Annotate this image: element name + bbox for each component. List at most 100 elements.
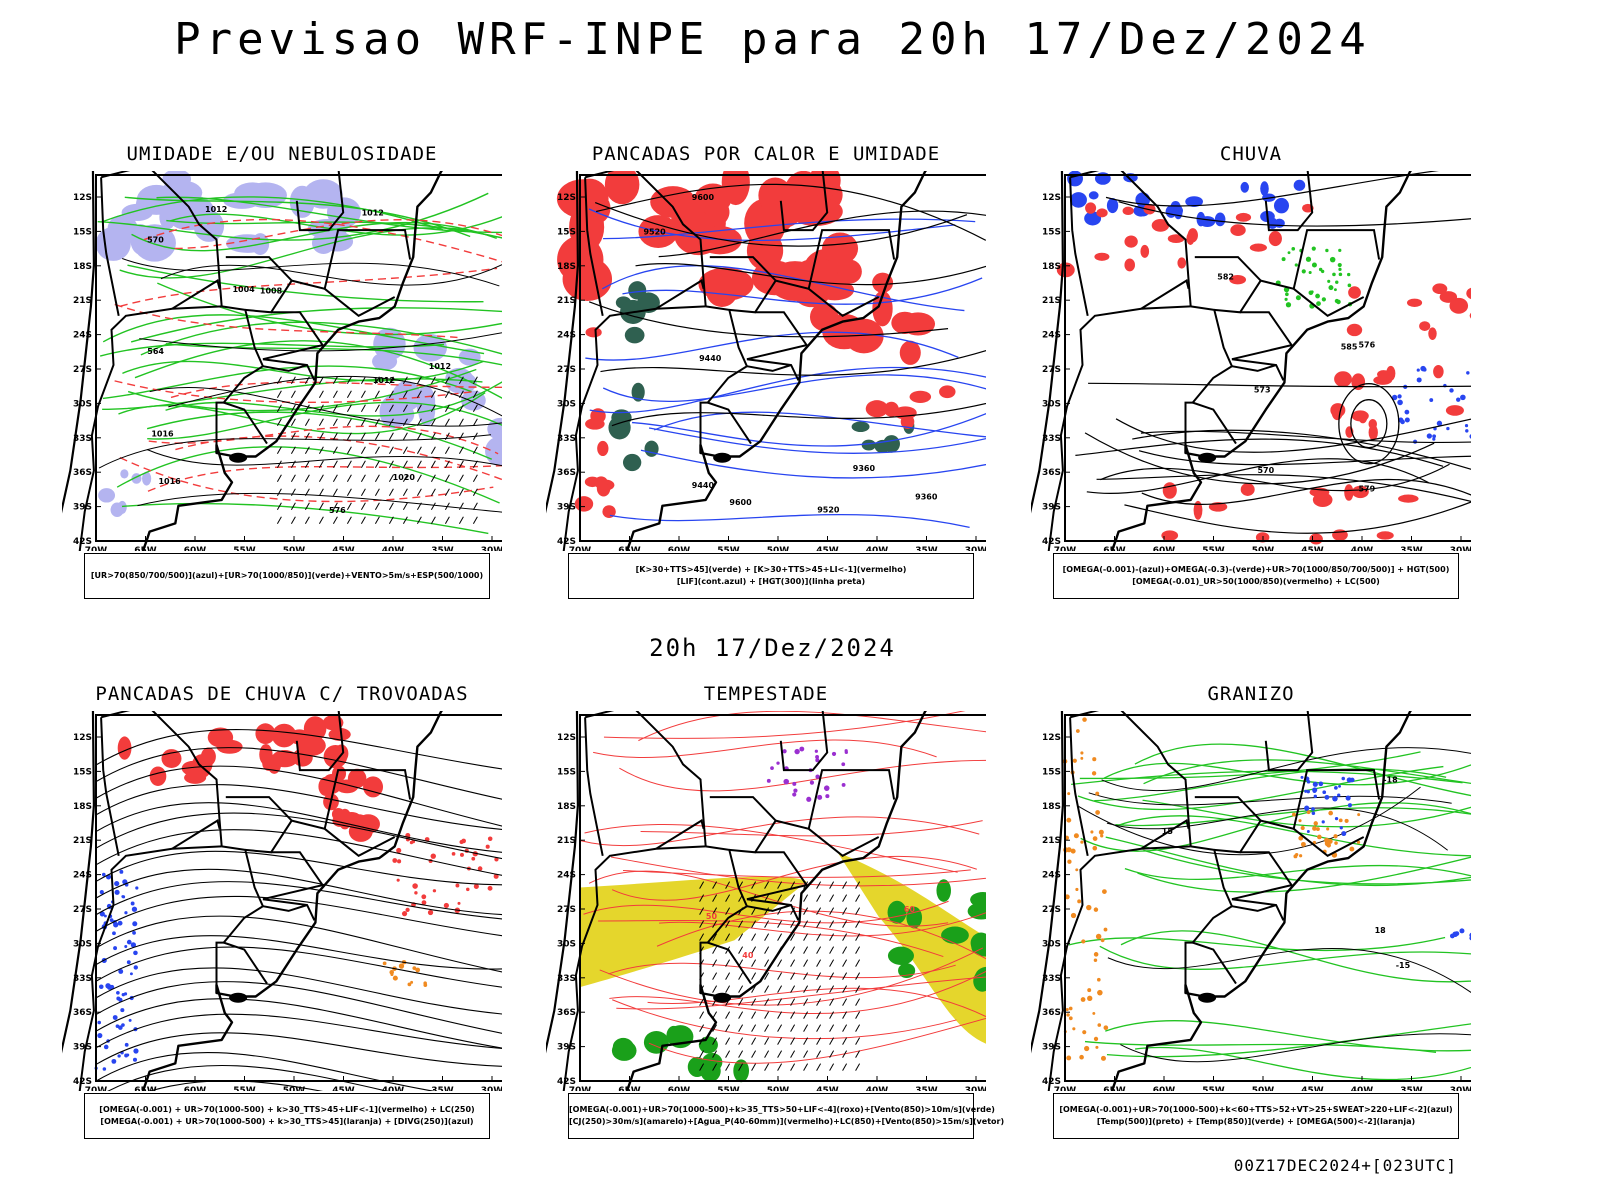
wind-vector xyxy=(764,894,770,902)
wind-vector xyxy=(842,1011,848,1019)
contour-label: 1004 xyxy=(232,285,255,294)
wind-vector xyxy=(430,376,436,385)
lif-blue-contour xyxy=(585,331,959,361)
panel-granizo: GRANIZO -15 -18 15 18 12S 15S 18S 21S 24S 27S 30S 3… xyxy=(1031,683,1471,1163)
rain-green-dot xyxy=(1318,267,1323,272)
legend-line: [OMEGA(-0.001) + UR>70(1000-500) + k>30_… xyxy=(100,1117,474,1126)
lon-label: 35W xyxy=(431,1086,454,1091)
wind-green-area xyxy=(643,1030,669,1054)
lake-patch xyxy=(713,992,732,1003)
hail-blue-dot xyxy=(1459,928,1465,934)
orange-dot xyxy=(407,982,412,987)
wind-vector xyxy=(738,1011,744,1019)
wind-vector xyxy=(816,1011,822,1019)
wind-vector xyxy=(416,446,422,455)
coastline-west xyxy=(546,171,580,514)
wind-vector xyxy=(402,488,408,497)
wind-vector xyxy=(751,933,757,941)
wind-vector xyxy=(790,959,796,967)
rain-red-area xyxy=(1140,244,1150,258)
rain-green-dot xyxy=(1295,295,1301,301)
lat-label: 27S xyxy=(557,905,576,915)
orange-dot xyxy=(398,963,405,969)
lat-label: 18S xyxy=(73,802,92,812)
wind-vector xyxy=(725,1011,731,1019)
wind-vector xyxy=(346,390,352,399)
storm-red-area xyxy=(207,727,234,748)
instability-red-area xyxy=(865,400,889,418)
omega-orange-dot xyxy=(1306,810,1311,815)
wind-vector xyxy=(777,985,783,993)
lat-label: 36S xyxy=(1042,468,1061,478)
wind-vector xyxy=(318,432,324,441)
omega-orange-dot xyxy=(1092,836,1098,841)
hail-blue-dot xyxy=(1454,931,1460,936)
wind-vector xyxy=(829,959,835,967)
wind-vector xyxy=(444,376,450,385)
wind-vector xyxy=(472,404,478,413)
lon-label: 35W xyxy=(915,546,938,551)
rain-green-dot xyxy=(1281,257,1286,262)
border-line xyxy=(746,904,792,912)
lat-label: 15S xyxy=(557,227,576,237)
wind-vector xyxy=(712,894,718,902)
omega-orange-dot xyxy=(1095,791,1100,796)
lon-label: 45W xyxy=(1301,546,1324,551)
wind-vector xyxy=(855,1037,861,1045)
rain-red-area xyxy=(1187,228,1198,243)
wind-vector xyxy=(430,432,436,441)
wind-vector xyxy=(738,998,744,1006)
storm-red-area xyxy=(149,766,167,787)
rain-blue-dot xyxy=(1397,394,1402,399)
omega-orange-dot xyxy=(1075,887,1079,892)
streamline xyxy=(95,881,502,920)
hgt500-contour xyxy=(1075,438,1444,467)
wind-vector xyxy=(855,1011,861,1019)
pressure-contour xyxy=(146,449,502,467)
storm-purple-dot xyxy=(815,758,820,763)
lon-label: 35W xyxy=(915,1086,938,1091)
wind-vector xyxy=(803,1024,809,1032)
streamline xyxy=(95,747,502,800)
divergence-blue-dot xyxy=(103,1044,109,1050)
lon-label: 40W xyxy=(382,546,405,551)
lon-label: 55W xyxy=(717,546,740,551)
legend-line: [OMEGA(-0.001)+UR>70(1000-500)+k<60+TTS>… xyxy=(1059,1105,1453,1114)
lon-label: 40W xyxy=(382,1086,405,1091)
divergence-blue-dot xyxy=(111,1058,117,1064)
wind-vector xyxy=(472,376,478,385)
storm-red-dot xyxy=(493,873,499,879)
omega-orange-dot xyxy=(1082,717,1087,722)
rain-green-dot xyxy=(1336,299,1341,305)
wind-vector xyxy=(416,376,422,385)
omega-orange-dot xyxy=(1075,868,1079,872)
wind-green-area xyxy=(982,939,986,957)
rain-green-dot xyxy=(1335,280,1339,284)
wind-vector xyxy=(374,516,380,525)
water-red-contour xyxy=(647,987,986,1018)
lon-label: 70W xyxy=(85,546,108,551)
humidity-lavender-area xyxy=(142,471,152,486)
wind-vector xyxy=(751,959,757,967)
lon-label: 30W xyxy=(1450,1086,1471,1091)
lat-label: 21S xyxy=(73,296,92,306)
wind-vector xyxy=(829,1011,835,1019)
wind-vector xyxy=(855,881,861,889)
streamline xyxy=(95,784,502,830)
wind-vector xyxy=(725,1024,731,1032)
contour-label: 9600 xyxy=(729,498,752,507)
rain-red-area xyxy=(1351,373,1366,391)
wind-vector xyxy=(829,920,835,928)
storm-red-area xyxy=(348,821,373,842)
omega-orange-dot xyxy=(1357,813,1361,817)
border-line xyxy=(807,229,896,290)
border-line xyxy=(699,401,708,448)
storm-red-dot xyxy=(421,894,427,900)
coastline-west xyxy=(1031,711,1065,1054)
omega-orange-dot xyxy=(1338,818,1343,823)
wind-vector xyxy=(777,1050,783,1058)
temp850-green-contour xyxy=(1103,762,1471,786)
wind-vector xyxy=(725,907,731,915)
hail-blue-dot xyxy=(1324,794,1330,800)
wind-vector xyxy=(855,985,861,993)
